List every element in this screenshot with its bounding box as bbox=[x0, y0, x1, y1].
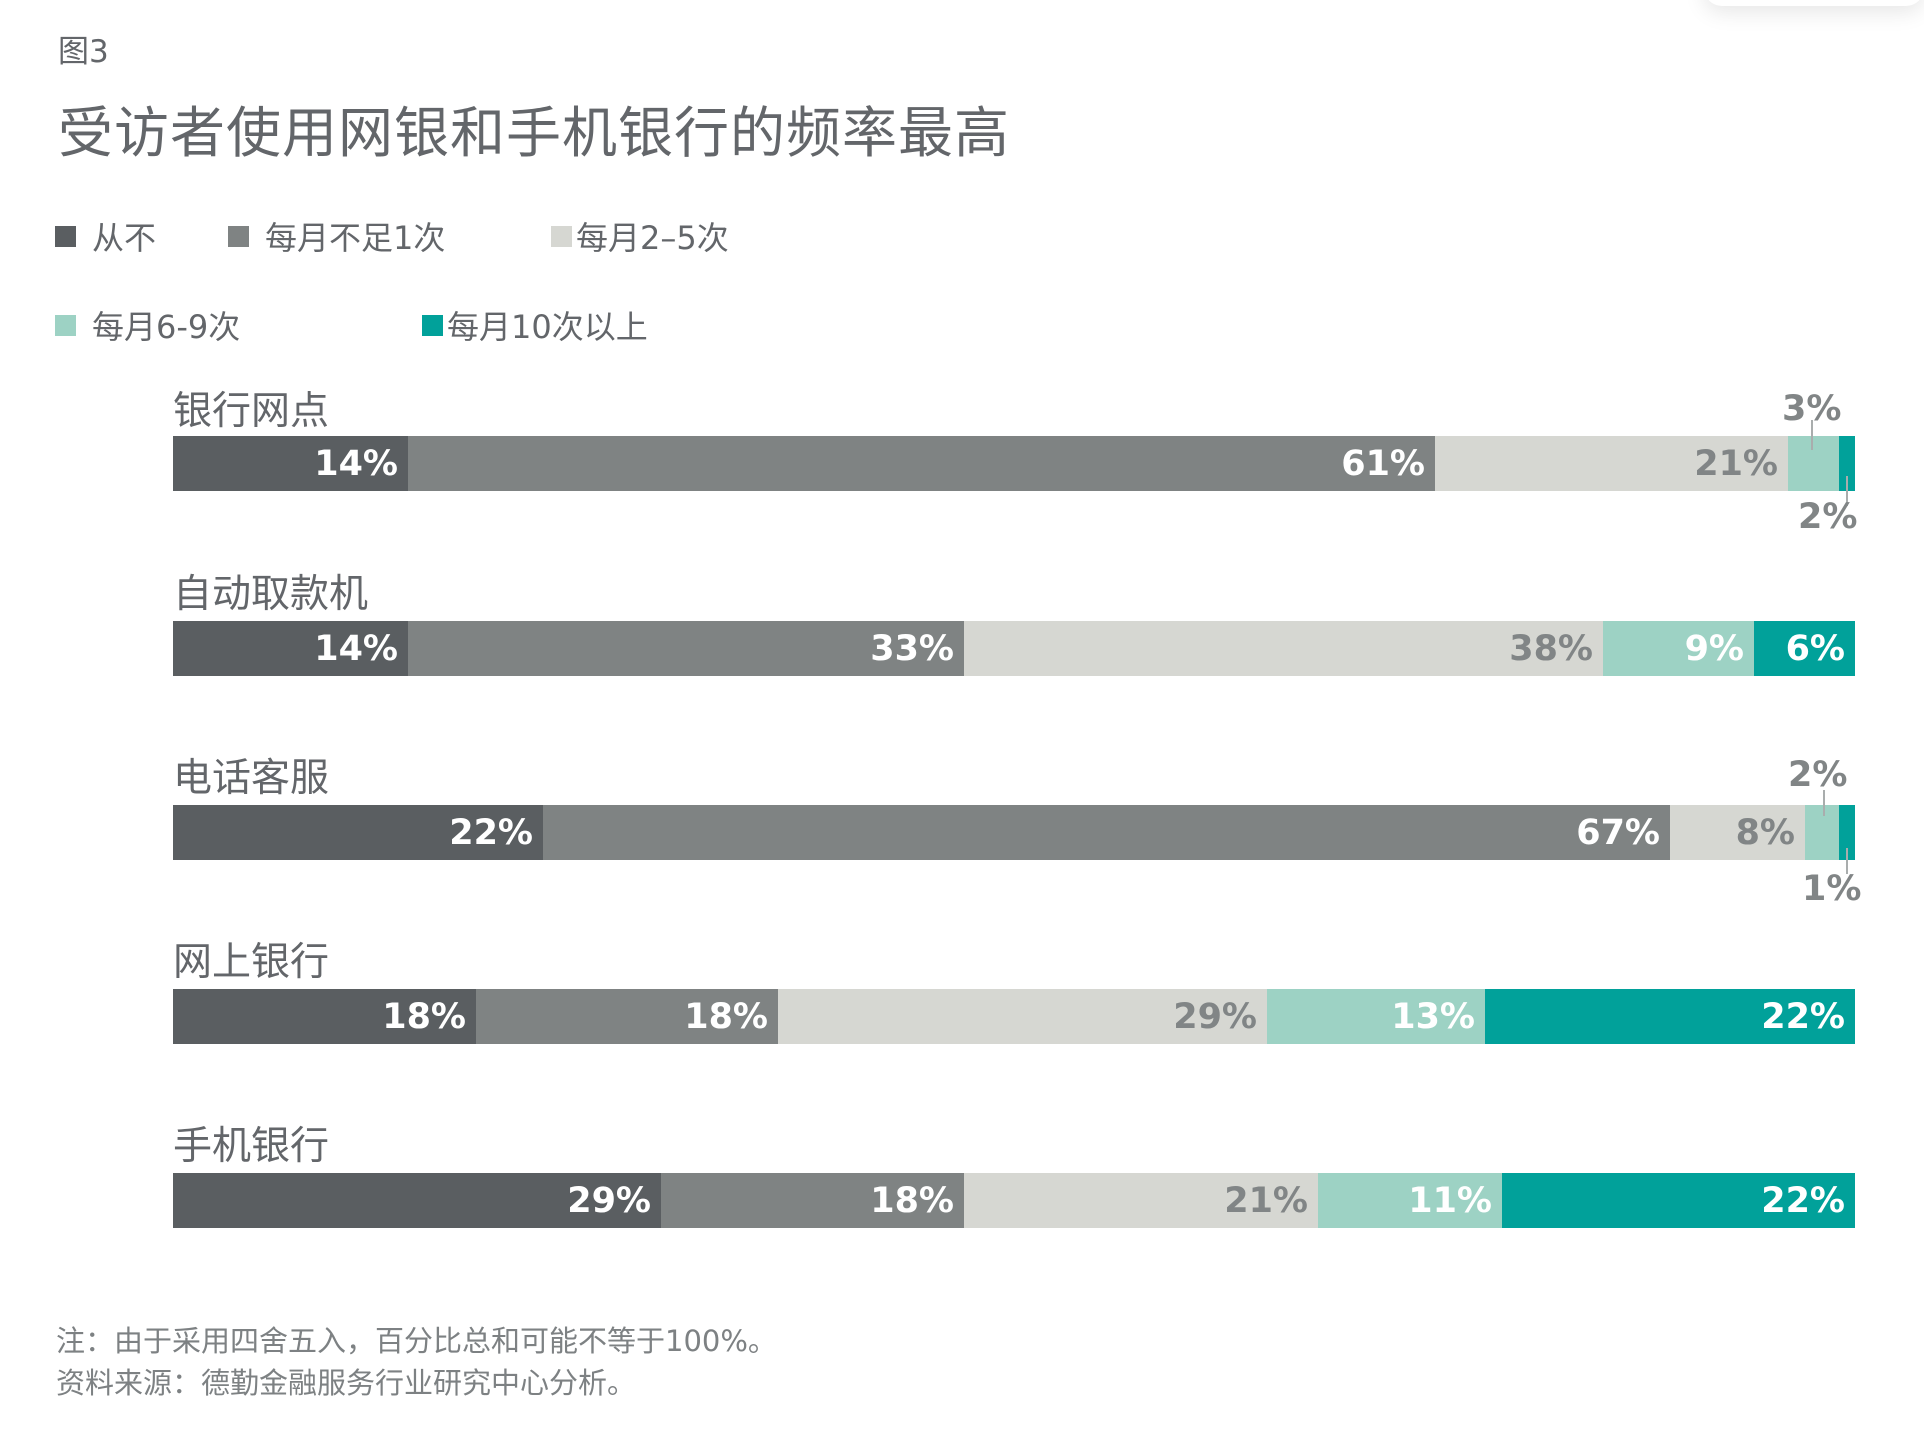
segment-value-label: 18% bbox=[684, 996, 768, 1037]
leader-line bbox=[1846, 848, 1848, 874]
segment-6-9: 9% bbox=[1603, 621, 1754, 676]
segment-10-plus: 22% bbox=[1485, 989, 1855, 1044]
segment-value-label: 21% bbox=[1224, 1180, 1308, 1221]
segment-6-9 bbox=[1788, 436, 1839, 491]
segment-10-plus: 6% bbox=[1754, 621, 1855, 676]
legend-item-2-5: 每月2–5次 bbox=[551, 213, 729, 259]
row-label-atm: 自动取款机 bbox=[173, 572, 369, 617]
bar-branch: 14% 61% 21% bbox=[173, 436, 1855, 491]
segment-value-label: 22% bbox=[449, 812, 533, 853]
segment-2-5: 8% bbox=[1670, 805, 1805, 860]
segment-less-than-once: 33% bbox=[408, 621, 964, 676]
segment-value-label: 67% bbox=[1576, 812, 1660, 853]
corner-shadow bbox=[1704, 0, 1924, 6]
segment-10-plus: 22% bbox=[1502, 1173, 1855, 1228]
legend-swatch-6-9 bbox=[55, 314, 76, 336]
segment-never: 18% bbox=[173, 989, 476, 1044]
segment-value-label: 8% bbox=[1735, 812, 1795, 853]
legend-swatch-2-5 bbox=[551, 225, 572, 247]
segment-value-label: 13% bbox=[1391, 996, 1475, 1037]
segment-6-9 bbox=[1805, 805, 1839, 860]
segment-never: 14% bbox=[173, 436, 408, 491]
chart-title: 受访者使用网银和手机银行的频率最高 bbox=[58, 101, 1011, 165]
segment-2-5: 21% bbox=[964, 1173, 1318, 1228]
segment-value-label: 14% bbox=[314, 628, 398, 669]
legend-swatch-never bbox=[55, 225, 76, 247]
segment-value-label: 11% bbox=[1408, 1180, 1492, 1221]
bar-online-banking: 18% 18% 29% 13% 22% bbox=[173, 989, 1855, 1044]
legend-item-6-9: 每月6-9次 bbox=[55, 302, 240, 348]
segment-less-than-once: 18% bbox=[661, 1173, 964, 1228]
legend-label: 每月不足1次 bbox=[265, 219, 446, 257]
bar-mobile-banking: 29% 18% 21% 11% 22% bbox=[173, 1173, 1855, 1228]
segment-value-label: 38% bbox=[1509, 628, 1593, 669]
callout-phone-10-plus: 1% bbox=[1802, 869, 1862, 909]
segment-value-label: 14% bbox=[314, 443, 398, 484]
callout-phone-6-9: 2% bbox=[1788, 755, 1848, 795]
leader-line bbox=[1811, 420, 1813, 450]
footnote-rounding: 注：由于采用四舍五入，百分比总和可能不等于100%。 bbox=[56, 1324, 777, 1358]
bar-phone-service: 22% 67% 8% bbox=[173, 805, 1855, 860]
segment-10-plus bbox=[1839, 436, 1855, 491]
segment-value-label: 29% bbox=[567, 1180, 651, 1221]
segment-6-9: 13% bbox=[1267, 989, 1485, 1044]
segment-value-label: 33% bbox=[870, 628, 954, 669]
callout-branch-6-9: 3% bbox=[1782, 389, 1842, 429]
segment-2-5: 21% bbox=[1435, 436, 1788, 491]
segment-value-label: 18% bbox=[382, 996, 466, 1037]
segment-2-5: 29% bbox=[778, 989, 1267, 1044]
segment-value-label: 22% bbox=[1761, 1180, 1845, 1221]
leader-line bbox=[1823, 790, 1825, 816]
legend-swatch-less-than-once bbox=[228, 225, 249, 247]
legend-label: 从不 bbox=[92, 219, 157, 257]
segment-never: 14% bbox=[173, 621, 408, 676]
legend-item-never: 从不 bbox=[55, 213, 156, 259]
segment-never: 29% bbox=[173, 1173, 661, 1228]
segment-less-than-once: 61% bbox=[408, 436, 1435, 491]
leader-line bbox=[1846, 476, 1848, 506]
legend-item-10-plus: 每月10次以上 bbox=[422, 302, 648, 348]
segment-2-5: 38% bbox=[964, 621, 1603, 676]
segment-value-label: 18% bbox=[870, 1180, 954, 1221]
segment-less-than-once: 18% bbox=[476, 989, 778, 1044]
footnote-source: 资料来源：德勤金融服务行业研究中心分析。 bbox=[56, 1366, 637, 1400]
legend-swatch-10-plus bbox=[422, 314, 443, 336]
segment-value-label: 29% bbox=[1173, 996, 1257, 1037]
row-label-branch: 银行网点 bbox=[173, 389, 330, 434]
segment-less-than-once: 67% bbox=[543, 805, 1670, 860]
figure-label: 图3 bbox=[58, 34, 109, 70]
row-label-phone-service: 电话客服 bbox=[173, 756, 330, 801]
segment-value-label: 61% bbox=[1341, 443, 1425, 484]
segment-6-9: 11% bbox=[1318, 1173, 1502, 1228]
legend-label: 每月6-9次 bbox=[92, 308, 241, 346]
callout-branch-10-plus: 2% bbox=[1798, 497, 1858, 537]
segment-value-label: 21% bbox=[1694, 443, 1778, 484]
segment-value-label: 9% bbox=[1684, 628, 1744, 669]
legend-item-less-than-once: 每月不足1次 bbox=[228, 213, 445, 259]
row-label-mobile-banking: 手机银行 bbox=[173, 1124, 330, 1169]
segment-value-label: 6% bbox=[1785, 628, 1845, 669]
segment-value-label: 22% bbox=[1761, 996, 1845, 1037]
legend-label: 每月2–5次 bbox=[576, 219, 729, 257]
legend-label: 每月10次以上 bbox=[447, 308, 648, 346]
bar-atm: 14% 33% 38% 9% 6% bbox=[173, 621, 1855, 676]
segment-never: 22% bbox=[173, 805, 543, 860]
segment-10-plus bbox=[1839, 805, 1855, 860]
row-label-online-banking: 网上银行 bbox=[173, 940, 330, 985]
